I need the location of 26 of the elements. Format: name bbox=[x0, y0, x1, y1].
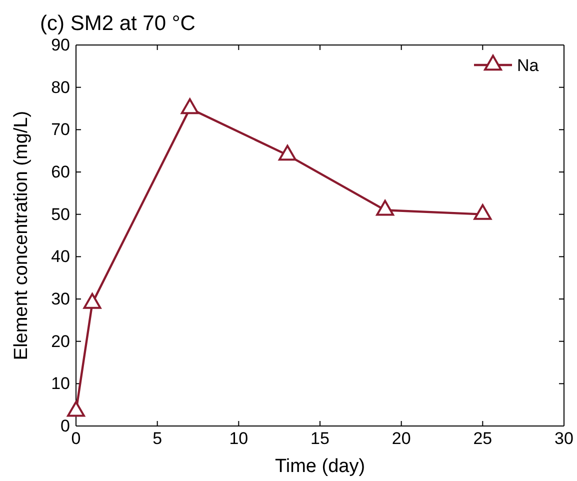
y-axis-title: Element concentration (mg/L) bbox=[11, 110, 32, 360]
point bbox=[180, 98, 199, 114]
y-tick-label: 90 bbox=[51, 35, 70, 54]
y-tick-label: 80 bbox=[51, 78, 70, 97]
point bbox=[278, 144, 296, 161]
y-tick-label: 50 bbox=[51, 204, 70, 224]
y-tick-label: 20 bbox=[51, 332, 70, 351]
x-tick-label: 25 bbox=[473, 429, 492, 448]
x-tick-label: 5 bbox=[152, 429, 162, 448]
x-tick-label: 10 bbox=[229, 429, 248, 448]
x-tick-label: 30 bbox=[554, 429, 574, 448]
y-tick-label: 70 bbox=[51, 120, 70, 140]
legend-label: Na bbox=[517, 56, 540, 75]
point bbox=[376, 200, 394, 216]
chart-title: (c) SM2 at 70 °C bbox=[40, 12, 196, 35]
y-tick-label: 0 bbox=[60, 416, 70, 436]
y-tick-label: 30 bbox=[51, 289, 70, 308]
point bbox=[83, 293, 102, 309]
y-tick-label: 40 bbox=[51, 247, 70, 266]
y-tick-label: 60 bbox=[51, 162, 70, 182]
x-axis-title: Time (day) bbox=[274, 456, 366, 477]
y-tick-label: 10 bbox=[51, 374, 70, 394]
point bbox=[67, 400, 85, 417]
point bbox=[474, 204, 492, 220]
x-tick-label: 15 bbox=[310, 429, 330, 448]
x-tick-label: 20 bbox=[392, 429, 411, 448]
